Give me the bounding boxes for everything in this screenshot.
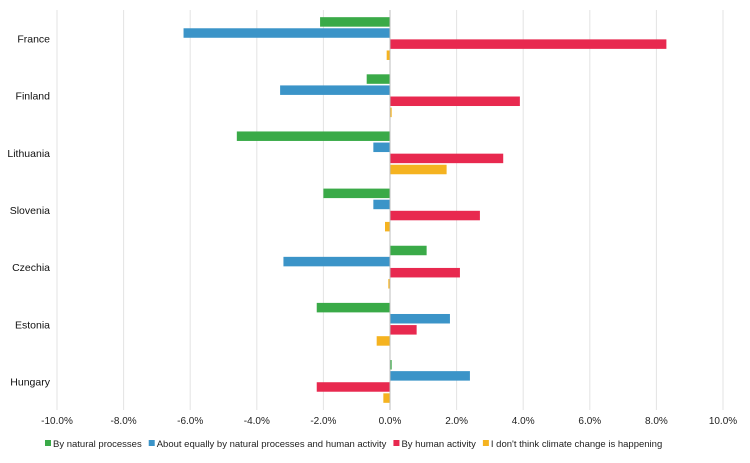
legend-swatch: [393, 440, 400, 446]
legend-label: By human activity: [401, 439, 476, 450]
x-tick-label: 0.0%: [379, 416, 402, 427]
legend-label: I don't think climate change is happenin…: [491, 439, 662, 450]
bar-france-series-3: [390, 39, 667, 49]
bar-slovenia-series-1: [323, 188, 390, 199]
bar-czechia-series-2: [283, 256, 390, 267]
x-tick-label: -2.0%: [310, 416, 336, 427]
bar-lithuania-series-3: [390, 153, 504, 164]
category-label: Slovenia: [10, 205, 50, 217]
bars: [183, 17, 667, 403]
legend-swatch: [45, 440, 51, 446]
bar-finland-series-2: [280, 85, 390, 95]
bar-slovenia-series-2: [373, 199, 390, 210]
x-tick-label: -10.0%: [41, 416, 73, 427]
x-tick-label: 6.0%: [578, 416, 601, 427]
bar-hungary-series-3: [316, 382, 390, 392]
bar-hungary-series-2: [390, 371, 470, 381]
gridlines: [56, 10, 724, 410]
bar-czechia-series-3: [390, 267, 460, 278]
bar-estonia-series-3: [390, 325, 417, 335]
bar-estonia-series-2: [390, 313, 450, 324]
bar-estonia-series-1: [316, 302, 390, 313]
category-labels: France Finland Lithuania Slovenia Czechia Est…: [7, 34, 50, 389]
bar-finland-series-3: [390, 96, 520, 107]
x-tick-label: -6.0%: [177, 416, 203, 427]
x-tick-label: 4.0%: [512, 416, 535, 427]
bar-hungary-series-1: [390, 360, 392, 370]
x-tick-label: -4.0%: [244, 416, 270, 427]
category-label: Czechia: [12, 262, 50, 274]
bar-hungary-series-4: [383, 393, 390, 403]
category-label: France: [17, 34, 50, 46]
legend-swatch: [482, 440, 489, 446]
category-label: Finland: [16, 91, 51, 103]
bar-estonia-series-4: [376, 336, 390, 346]
bar-lithuania-series-2: [373, 142, 390, 153]
x-tick-labels: -10.0% -8.0% -6.0% -4.0% -2.0% 0.0% 2.0% 4.0% 6.…: [41, 416, 737, 427]
bar-france-series-4: [386, 50, 390, 60]
bar-lithuania-series-1: [236, 131, 390, 141]
category-label: Estonia: [15, 319, 50, 331]
bar-lithuania-series-4: [390, 164, 447, 175]
legend-label: By natural processes: [53, 439, 142, 450]
x-tick-label: 10.0%: [709, 416, 737, 427]
legend: By natural processes About equally by nat…: [45, 439, 662, 450]
legend-label: About equally by natural processes and h…: [157, 439, 387, 450]
x-tick-label: 8.0%: [645, 416, 668, 427]
bar-france-series-1: [320, 17, 390, 27]
bar-slovenia-series-4: [385, 221, 390, 232]
x-tick-label: -8.0%: [111, 416, 137, 427]
x-tick-label: 2.0%: [445, 416, 468, 427]
bar-finland-series-1: [366, 74, 390, 84]
bar-czechia-series-4: [388, 279, 390, 289]
category-label: Lithuania: [7, 148, 50, 160]
bar-czechia-series-1: [390, 245, 427, 256]
bar-slovenia-series-3: [390, 210, 480, 221]
bar-france-series-2: [183, 28, 390, 38]
legend-swatch: [148, 440, 155, 446]
bar-finland-series-4: [390, 107, 392, 118]
category-label: Hungary: [10, 376, 50, 388]
